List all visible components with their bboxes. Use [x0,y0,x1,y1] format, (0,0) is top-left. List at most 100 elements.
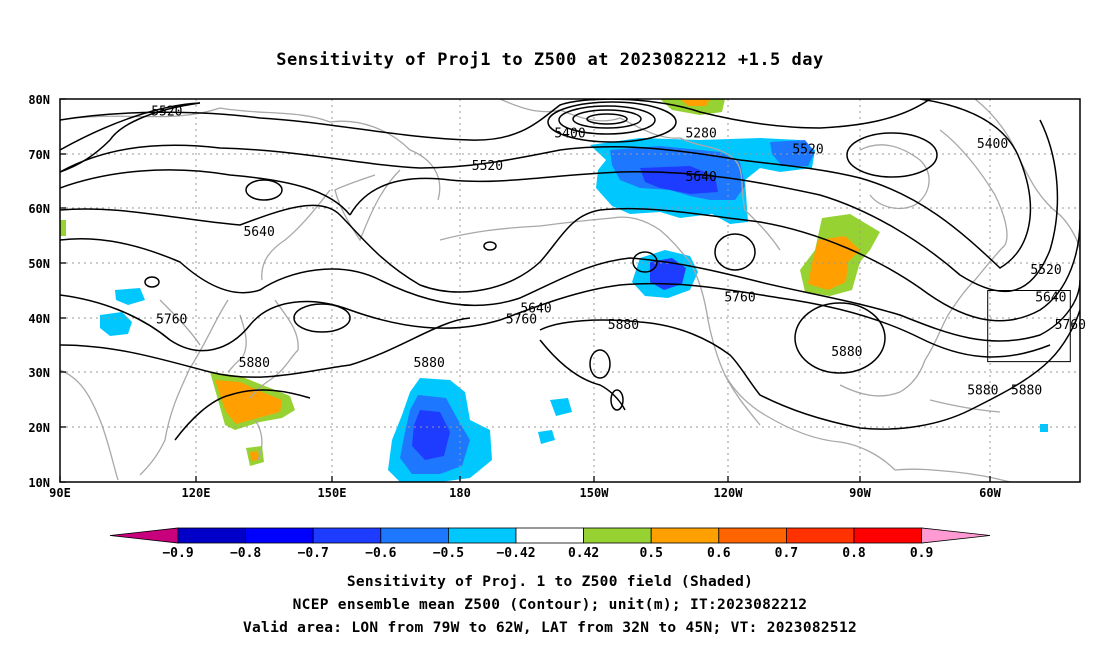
lon-label-120e: 120E [182,486,211,500]
coast-gulf [839,359,926,397]
contour-5880-small-pacific [589,349,611,379]
pos-region-small-india [60,220,66,236]
lat-label-70n: 70N [28,148,50,162]
neg-region-central-pacific-deep [412,410,450,460]
contour-small-closed-5 [610,389,624,411]
colorbar-label-7: 0.5 [639,546,662,561]
colorbar-label-4: −0.5 [433,546,464,561]
lon-label-150w: 150W [580,486,610,500]
coast-aleutians [439,217,613,241]
contour-label-3: 5520 [472,159,503,174]
shaded-sensitivity [60,99,1048,482]
coast-korea [227,314,247,373]
colorbar-label-1: −0.8 [230,546,261,561]
caption-line-1: Sensitivity of Proj. 1 to Z500 field (Sh… [346,574,754,590]
colorbar-left-triangle [109,527,179,544]
colorbar-segment-0 [177,527,246,544]
lat-label-50n: 50N [28,257,50,271]
lon-label-180: 180 [449,486,471,500]
contour-label-1: 5400 [554,126,585,141]
colorbar-label-8: 0.6 [707,546,731,561]
coast-labrador [939,129,1008,246]
contour-5400 [60,99,931,141]
lon-labels: 90E 120E 150E 180 150W 120W 90W 60W [49,486,1001,500]
colorbar-segment-5 [515,527,584,544]
colorbar-segment-7 [650,527,720,544]
neg-region-bc-coast-core [650,258,686,290]
colorbar-label-3: −0.6 [365,546,396,561]
lat-label-30n: 30N [28,366,50,380]
contour-small-closed-4 [714,233,756,271]
coast-caribbean [929,399,1001,413]
colorbar-segment-4 [447,527,517,544]
neg-region-small-3 [1040,424,1048,432]
contour-low-siberia [245,179,283,201]
colorbar-label-2: −0.7 [298,546,329,561]
plot-frame [59,98,1081,483]
colorbar-segment-3 [380,527,449,544]
colorbar-segment-8 [718,527,787,544]
coast-alaska-south [611,216,691,263]
contour-5340 [547,101,677,143]
contour-5400-east [846,132,938,178]
chart-title: Sensitivity of Proj1 to Z500 at 20230822… [276,50,824,70]
contour-5520-main [60,99,1032,269]
contour-label-12: 5760 [506,312,537,327]
colorbar-segment-9 [786,527,855,544]
contour-5280 [558,105,656,135]
contour-label-2: 5280 [685,126,716,141]
caption-line-2: NCEP ensemble mean Z500 (Contour); unit(… [292,597,808,613]
coast-philippines [254,419,263,461]
tick-marks [59,98,991,483]
contour-5280-inner [586,113,628,125]
colorbar-label-9: 0.7 [775,546,798,561]
colorbar-label-6: 0.42 [568,546,599,561]
coast-china [139,299,229,476]
valid-area-box [987,290,1071,363]
contour-label-10: 5880 [608,318,639,333]
lon-label-60w: 60W [979,486,1001,500]
colorbar-right-triangle [921,527,991,544]
contour-label-19: 5880 [967,383,998,398]
contour-label-20: 5880 [1011,383,1042,398]
lon-label-90e: 90E [49,486,71,500]
coast-south-america [894,468,1011,482]
contour-5700 [60,237,1080,342]
gridlines [60,99,1080,482]
coast-kamchatka [334,169,401,242]
contour-label-17: 5640 [1035,290,1066,305]
pos-region-japan-core [215,380,282,424]
contour-5280-mid [572,109,642,129]
contour-small-closed-3 [632,251,658,273]
neg-region-small-2 [538,430,555,444]
lat-label-10n: 10N [28,476,50,490]
coast-greenland [974,99,1080,251]
pos-region-arctic-top [660,99,725,115]
colorbar-segment-1 [245,527,314,544]
lat-label-80n: 80N [28,93,50,107]
colorbar-label-5: −0.42 [496,546,535,561]
lon-label-90w: 90W [849,486,871,500]
contour-5760-pacific-high [293,303,351,333]
pos-region-small-taiwan-core [250,451,259,461]
neg-region-alaska-gulf-east [770,140,815,166]
contour-5880-east [539,309,1080,430]
coast-baja [724,374,761,426]
neg-region-china-2 [115,288,145,305]
lat-label-60n: 60N [28,202,50,216]
contour-label-9: 5760 [724,290,755,305]
lon-label-120w: 120W [714,486,744,500]
contour-5580 [60,119,1059,293]
colorbar-label-0: −0.9 [162,546,193,561]
contour-label-11: 5760 [156,312,187,327]
contour-5880-west [60,317,471,441]
colorbar-label-11: 0.9 [910,546,933,561]
lat-label-40n: 40N [28,312,50,326]
neg-region-npacific-north-deep [640,166,718,194]
coast-west-na [689,261,766,416]
coast-asia-north [60,107,441,201]
colorbar-label-10: 0.8 [842,546,866,561]
contour-label-6: 5400 [977,137,1008,152]
